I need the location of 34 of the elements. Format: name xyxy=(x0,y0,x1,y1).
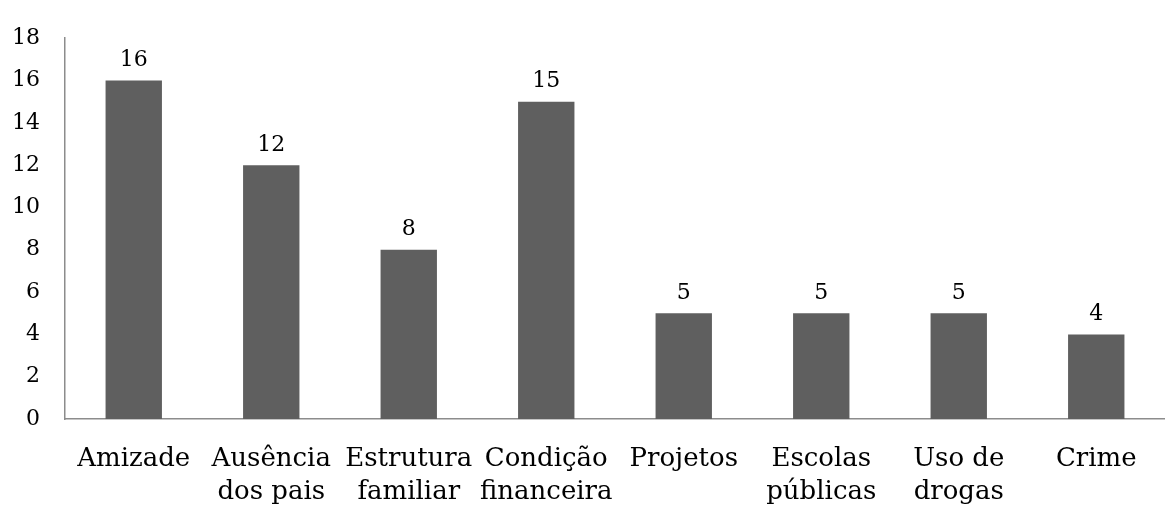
bar xyxy=(243,165,300,419)
y-tick-label: 6 xyxy=(26,277,40,303)
x-tick-label: Amizade xyxy=(76,442,191,473)
bar xyxy=(793,313,850,419)
bar xyxy=(105,80,162,419)
bar xyxy=(655,313,712,419)
data-label: 5 xyxy=(951,278,966,304)
y-tick-label: 10 xyxy=(12,193,40,219)
y-tick-label: 18 xyxy=(12,23,40,49)
data-label: 12 xyxy=(257,130,286,156)
x-tick-label: Projetos xyxy=(629,442,738,473)
data-label: 5 xyxy=(814,278,829,304)
x-tick-label: Estrutura familiar xyxy=(345,442,473,506)
y-tick-label: 16 xyxy=(12,66,40,92)
bar xyxy=(380,249,437,419)
y-tick-label: 4 xyxy=(26,320,40,346)
y-tick-label: 14 xyxy=(12,108,40,134)
data-label: 8 xyxy=(401,215,416,241)
x-tick-label: Escolas públicas xyxy=(766,442,877,506)
y-tick-label: 12 xyxy=(12,150,40,176)
y-tick-label: 2 xyxy=(26,362,40,388)
data-label: 5 xyxy=(676,278,691,304)
data-label: 4 xyxy=(1089,300,1104,326)
bar xyxy=(1068,334,1125,419)
x-tick-label: Condição financeira xyxy=(479,442,613,506)
data-label: 16 xyxy=(119,46,148,72)
x-tick-label: Uso de drogas xyxy=(913,442,1005,506)
y-tick-label: 0 xyxy=(26,404,40,430)
x-tick-label: Ausência dos pais xyxy=(210,442,331,506)
y-tick-label: 8 xyxy=(26,235,40,261)
bar xyxy=(518,101,575,419)
x-tick-label: Crime xyxy=(1055,442,1137,473)
bar xyxy=(930,313,987,419)
data-label: 15 xyxy=(532,67,561,93)
